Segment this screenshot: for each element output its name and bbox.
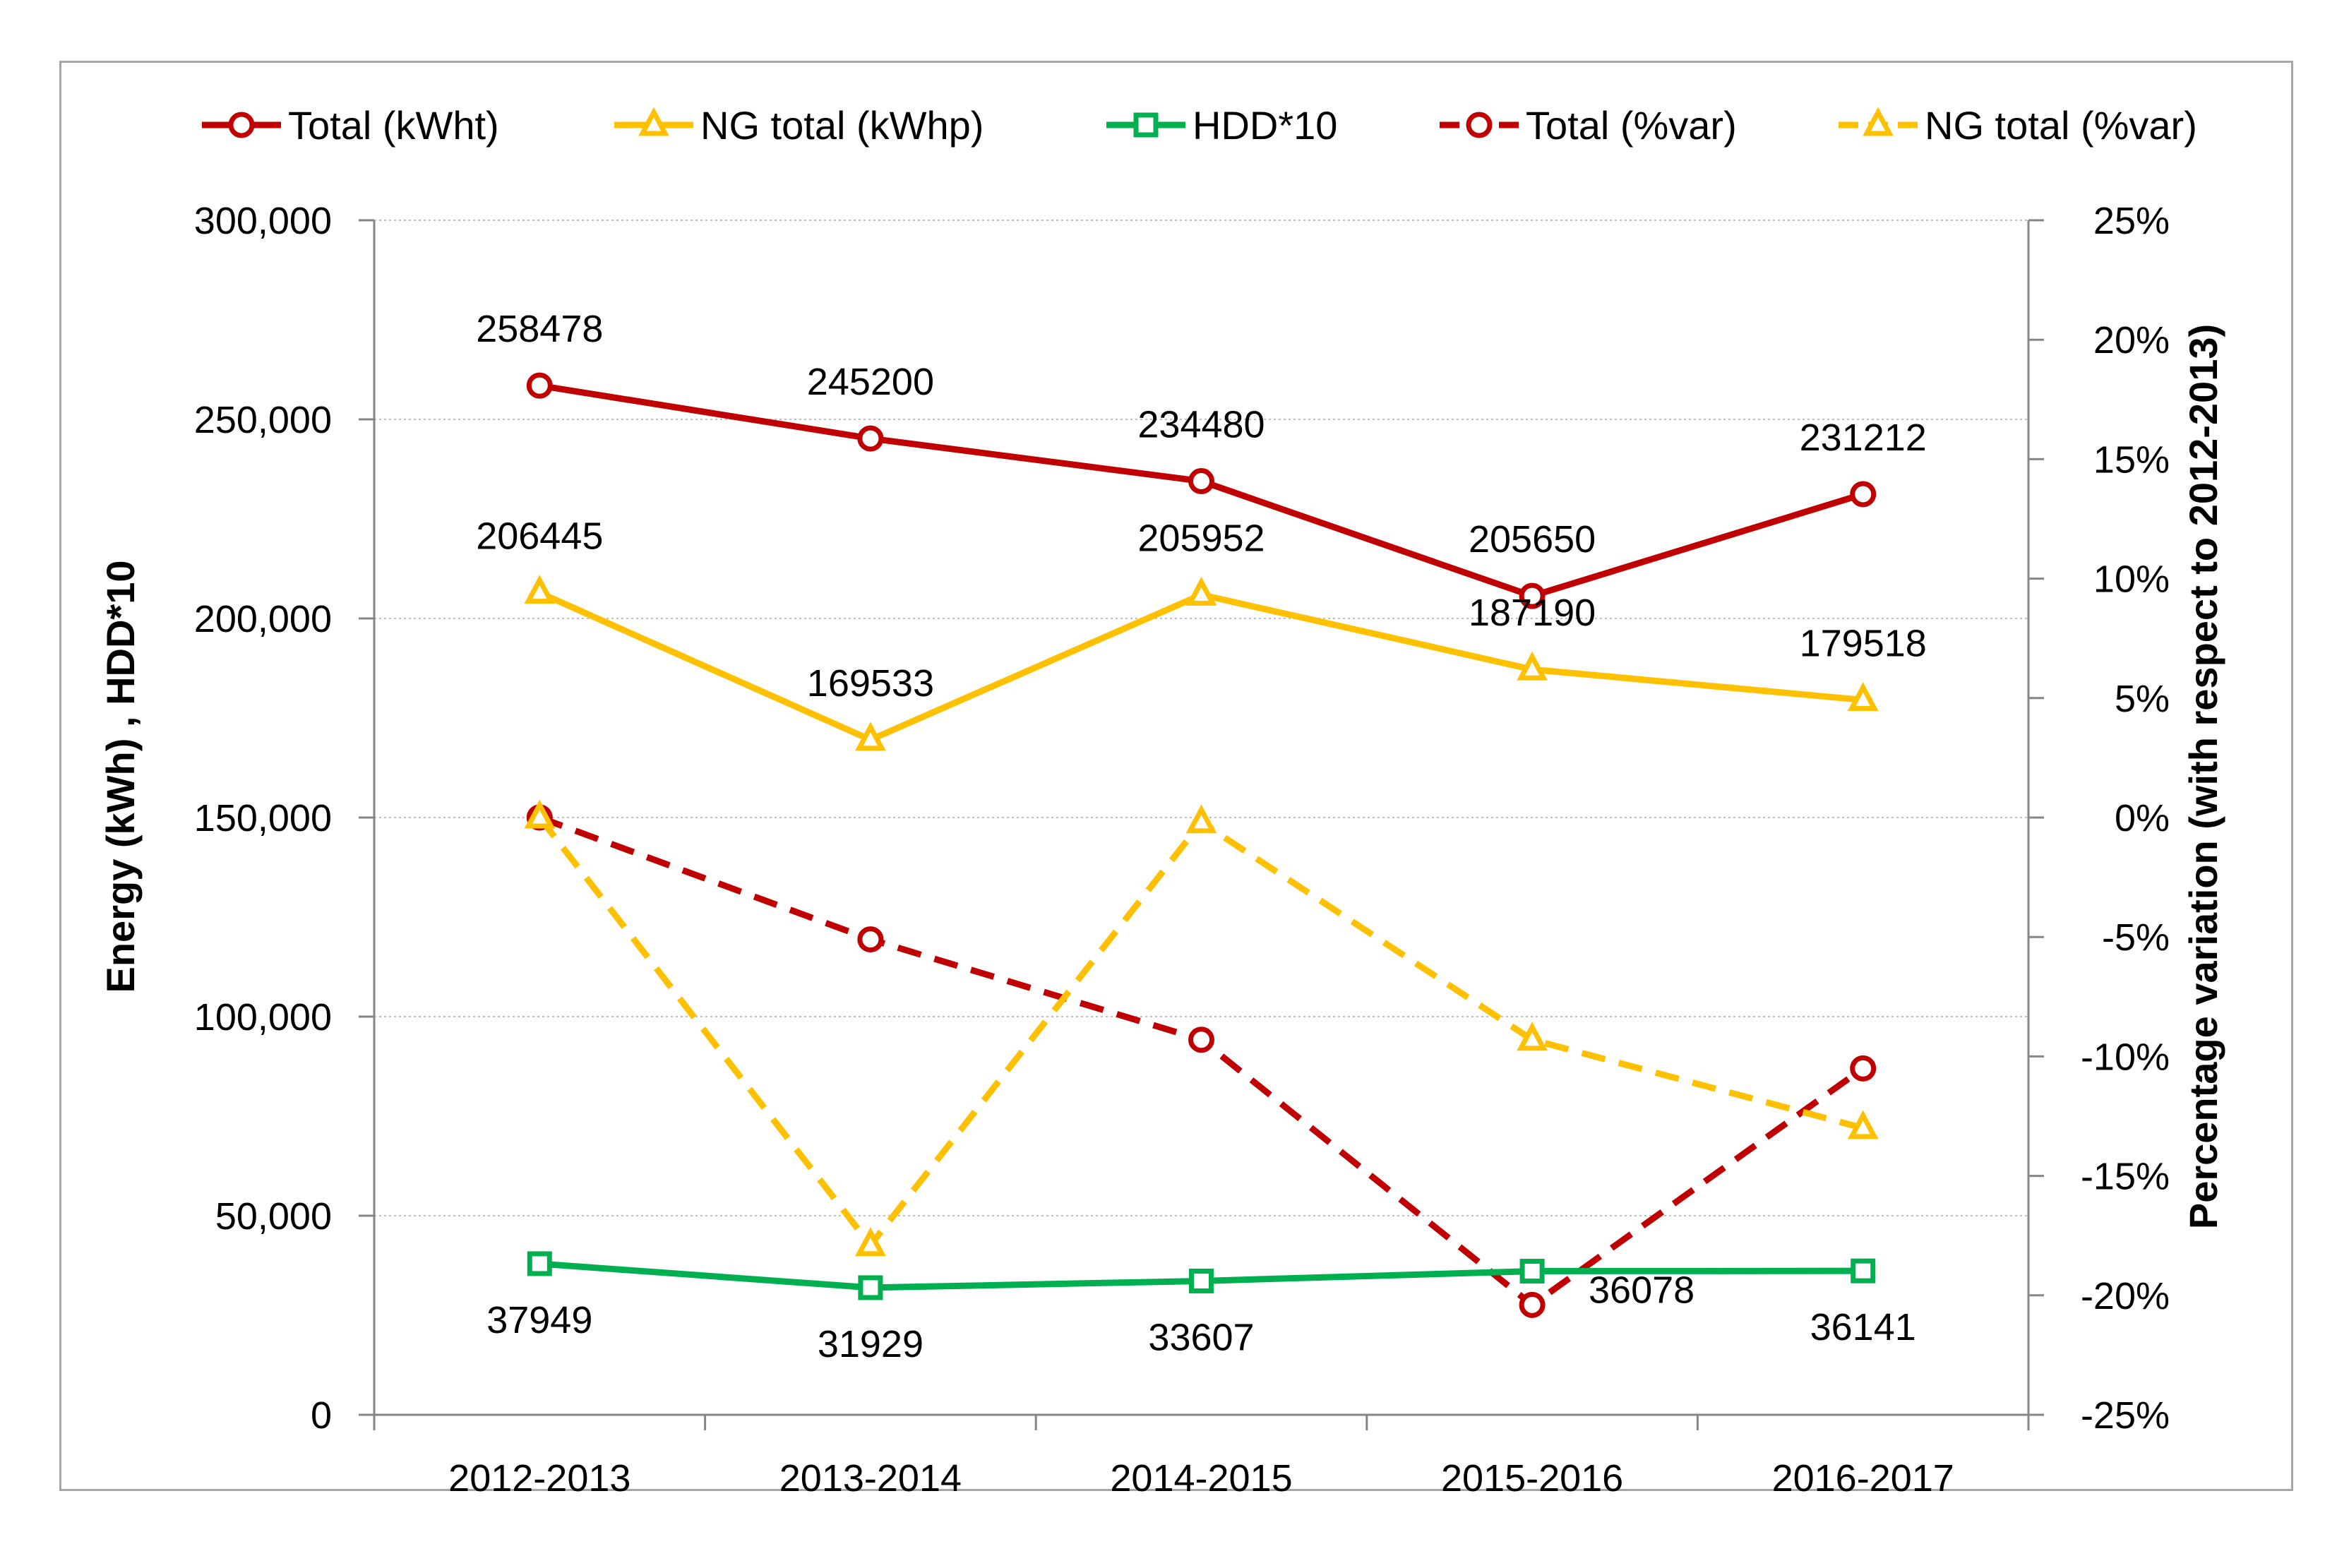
legend-item: NG total (kWhp)	[614, 103, 984, 148]
legend: Total (kWht) NG total (kWhp) HDD*10 Total (…	[202, 103, 2197, 148]
left-tick-label: 300,000	[194, 200, 332, 242]
left-tick-label: 200,000	[194, 598, 332, 640]
marker-triangle	[855, 722, 886, 751]
series-line	[538, 814, 1865, 1308]
legend-label: NG total (kWhp)	[700, 103, 984, 148]
data-label: 205952	[1137, 517, 1265, 559]
legend-item: NG total (%var)	[1839, 103, 2197, 148]
marker-triangle	[524, 575, 556, 604]
marker-triangle	[1517, 651, 1548, 681]
data-label: 169533	[807, 662, 934, 705]
marker-circle	[1519, 582, 1546, 609]
marker-circle	[857, 926, 884, 953]
marker-circle	[526, 372, 553, 399]
data-label: 36078	[1589, 1269, 1694, 1312]
x-tick-label: 2016-2017	[1772, 1457, 1954, 1500]
legend-label: NG total (%var)	[1925, 103, 2197, 148]
right-tick-label: 20%	[2093, 319, 2170, 361]
data-label: 31929	[818, 1323, 924, 1365]
right-tick-label: -20%	[2081, 1275, 2170, 1317]
marker-circle	[1519, 1291, 1546, 1318]
data-label: 187190	[1469, 592, 1596, 634]
marker-triangle	[1847, 682, 1879, 712]
marker-circle	[1850, 481, 1877, 508]
marker-triangle	[1185, 804, 1217, 834]
marker-triangle	[638, 107, 669, 136]
marker-circle	[857, 425, 884, 452]
marker-triangle	[1847, 1110, 1879, 1139]
right-tick-label: -25%	[2081, 1394, 2170, 1437]
left-tick-label: 250,000	[194, 399, 332, 441]
left-tick-label: 50,000	[215, 1195, 332, 1238]
axes: 0 50,000 100,000 150,000 200,000 250,000 300,0…	[194, 200, 2170, 1500]
marker-square	[527, 1251, 552, 1276]
marker-circle	[1188, 1027, 1214, 1053]
data-labels: 258478 245200 234480 205650 231212 206445 1695…	[476, 308, 1927, 1365]
x-tick-label: 2014-2015	[1110, 1457, 1292, 1500]
data-label: 205650	[1469, 518, 1596, 561]
gridlines	[374, 220, 2028, 1216]
marker-square	[1851, 1258, 1876, 1283]
marker-triangle	[855, 1227, 886, 1257]
right-tick-label: 15%	[2093, 438, 2170, 481]
legend-label: HDD*10	[1193, 103, 1337, 148]
data-label: 234480	[1137, 404, 1265, 446]
left-tick-label: 100,000	[194, 996, 332, 1039]
marker-square	[1519, 1259, 1545, 1284]
series-ng-total-kwhp-	[524, 575, 1879, 751]
series-total-kwht-	[526, 372, 1877, 609]
marker-circle	[1466, 112, 1493, 138]
chart-frame	[59, 61, 2293, 1491]
x-tick-label: 2015-2016	[1441, 1457, 1623, 1500]
series-line	[538, 590, 1864, 743]
data-label: 258478	[476, 308, 603, 350]
left-axis-title: Energy (kWh) , HDD*10	[98, 561, 143, 993]
marker-square	[858, 1275, 883, 1300]
left-tick-label: 0	[311, 1394, 332, 1437]
marker-triangle	[1863, 107, 1894, 136]
data-label: 36141	[1810, 1306, 1916, 1348]
right-tick-label: -10%	[2081, 1036, 2170, 1078]
legend-item: Total (kWht)	[202, 103, 499, 148]
right-axis-title: Percentage variation (with respect to 20…	[2181, 324, 2225, 1229]
series-hdd-10	[527, 1251, 1876, 1300]
data-label: 231212	[1800, 417, 1927, 459]
marker-triangle	[1517, 1022, 1548, 1051]
series	[524, 372, 1879, 1318]
marker-square	[1189, 1268, 1214, 1293]
marker-triangle	[1185, 576, 1217, 606]
right-tick-label: -5%	[2102, 916, 2170, 959]
data-label: 37949	[486, 1299, 592, 1341]
right-tick-label: 10%	[2093, 558, 2170, 601]
legend-item: HDD*10	[1106, 103, 1337, 148]
marker-square	[1133, 112, 1159, 138]
right-tick-label: 0%	[2115, 797, 2170, 839]
data-label: 206445	[476, 515, 603, 558]
data-label: 245200	[807, 361, 934, 403]
x-tick-label: 2013-2014	[779, 1457, 962, 1500]
right-tick-label: -15%	[2081, 1156, 2170, 1198]
marker-circle	[1850, 1055, 1877, 1082]
legend-label: Total (kWht)	[288, 103, 499, 148]
marker-triangle	[524, 799, 556, 829]
data-label: 179518	[1800, 623, 1927, 665]
right-tick-label: 25%	[2093, 200, 2170, 242]
legend-item: Total (%var)	[1440, 103, 1737, 148]
data-label: 33607	[1148, 1316, 1254, 1358]
series-ng-total-var-	[524, 799, 1879, 1257]
right-tick-label: 5%	[2115, 678, 2170, 720]
marker-circle	[228, 112, 255, 138]
left-tick-label: 150,000	[194, 797, 332, 839]
legend-label: Total (%var)	[1526, 103, 1737, 148]
marker-circle	[1188, 468, 1214, 495]
x-tick-label: 2012-2013	[448, 1457, 630, 1500]
